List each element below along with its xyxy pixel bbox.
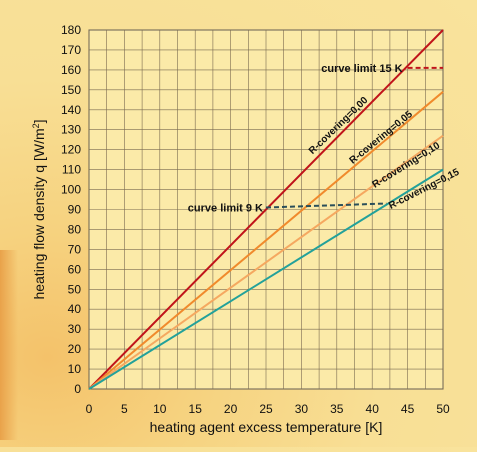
x-tick-label: 35 bbox=[330, 402, 344, 416]
x-tick-label: 30 bbox=[295, 402, 309, 416]
y-tick-label: 50 bbox=[68, 282, 82, 296]
x-tick-label: 5 bbox=[121, 402, 128, 416]
tick-labels: 0102030405060708090100110120130140150160… bbox=[61, 23, 450, 416]
x-axis-title: heating agent excess temperature [K] bbox=[150, 419, 383, 435]
series-line bbox=[88, 168, 444, 390]
y-tick-label: 10 bbox=[68, 362, 82, 376]
y-tick-label: 90 bbox=[68, 203, 82, 217]
x-tick-label: 10 bbox=[153, 402, 167, 416]
y-tick-label: 140 bbox=[61, 103, 81, 117]
series-line bbox=[88, 29, 444, 390]
y-tick-label: 130 bbox=[61, 123, 81, 137]
y-tick-label: 40 bbox=[68, 302, 82, 316]
x-tick-label: 50 bbox=[436, 402, 450, 416]
x-tick-label: 15 bbox=[189, 402, 203, 416]
y-tick-label: 70 bbox=[68, 242, 82, 256]
y-axis-title: heating flow density q [W/m2] bbox=[31, 119, 47, 299]
y-tick-label: 150 bbox=[61, 83, 81, 97]
series-line bbox=[88, 91, 444, 390]
curve-limit-15-label: curve limit 15 K bbox=[321, 63, 402, 75]
y-tick-label: 110 bbox=[62, 163, 81, 177]
y-tick-label: 60 bbox=[68, 262, 82, 276]
y-tick-label: 80 bbox=[68, 222, 82, 236]
curve-limits bbox=[265, 66, 443, 209]
y-tick-label: 20 bbox=[68, 342, 82, 356]
x-tick-label: 40 bbox=[366, 402, 380, 416]
y-tick-label: 120 bbox=[61, 143, 81, 157]
x-tick-label: 45 bbox=[401, 402, 415, 416]
x-tick-label: 25 bbox=[259, 402, 273, 416]
y-tick-label: 160 bbox=[61, 63, 81, 77]
series-line bbox=[88, 134, 444, 390]
curve-limit-9-label: curve limit 9 K bbox=[188, 203, 263, 215]
x-tick-label: 20 bbox=[224, 402, 238, 416]
y-tick-label: 180 bbox=[61, 23, 81, 37]
y-tick-label: 170 bbox=[61, 43, 81, 57]
y-tick-label: 0 bbox=[74, 382, 81, 396]
curve-limit-line bbox=[265, 202, 387, 209]
series-lines bbox=[88, 29, 444, 390]
y-tick-label: 30 bbox=[68, 322, 82, 336]
x-tick-label: 0 bbox=[86, 402, 93, 416]
y-tick-label: 100 bbox=[61, 183, 81, 197]
